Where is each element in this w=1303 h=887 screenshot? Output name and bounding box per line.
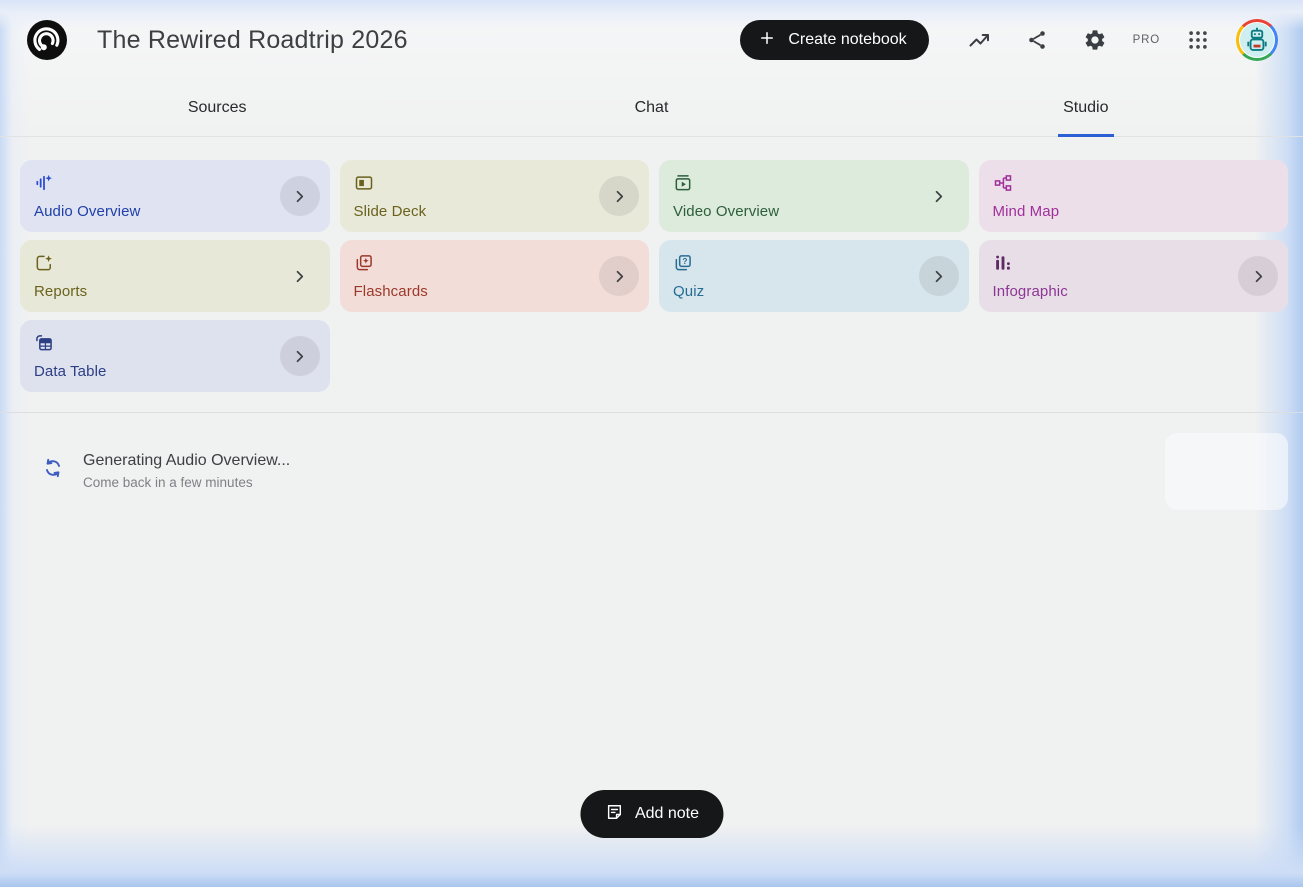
flashcards-icon bbox=[354, 253, 374, 273]
studio-card-reports[interactable]: Reports bbox=[20, 240, 330, 312]
add-note-label: Add note bbox=[634, 805, 700, 822]
open-flashcards-button[interactable] bbox=[599, 256, 639, 296]
tab-studio[interactable]: Studio bbox=[869, 80, 1303, 136]
studio-card-mind-map[interactable]: Mind Map bbox=[978, 160, 1288, 232]
open-infographic-button[interactable] bbox=[1238, 256, 1278, 296]
status-title: Generating Audio Overview... bbox=[83, 452, 291, 469]
studio-card-quiz[interactable]: ? Quiz bbox=[659, 240, 969, 312]
studio-card-data-table[interactable]: Data Table bbox=[20, 320, 330, 392]
share-icon[interactable] bbox=[1017, 20, 1057, 60]
card-label: Video Overview bbox=[673, 203, 780, 220]
note-icon bbox=[604, 802, 624, 827]
notebooklm-logo-icon bbox=[27, 20, 67, 60]
section-divider bbox=[0, 412, 1303, 413]
pro-badge: PRO bbox=[1132, 34, 1160, 46]
slide-deck-icon bbox=[354, 173, 374, 193]
infographic-icon bbox=[993, 253, 1013, 273]
card-label: Slide Deck bbox=[353, 203, 427, 220]
card-label: Reports bbox=[34, 283, 88, 300]
card-label: Data Table bbox=[34, 363, 107, 380]
card-label: Quiz bbox=[673, 283, 705, 300]
studio-card-flashcards[interactable]: Flashcards bbox=[339, 240, 649, 312]
header-actions: Create notebook PRO bbox=[740, 19, 1278, 61]
status-text: Generating Audio Overview... Come back i… bbox=[83, 452, 290, 490]
open-quiz-button[interactable] bbox=[918, 256, 959, 296]
mind-map-icon bbox=[993, 173, 1013, 193]
open-video-overview-button[interactable] bbox=[919, 176, 959, 216]
reports-icon bbox=[34, 253, 54, 273]
studio-card-audio-overview[interactable]: Audio Overview bbox=[20, 160, 330, 232]
panel-tabbar: Sources Chat Studio bbox=[0, 80, 1303, 137]
card-label: Audio Overview bbox=[34, 203, 141, 220]
open-audio-overview-button[interactable] bbox=[279, 176, 320, 216]
studio-card-infographic[interactable]: Infographic bbox=[978, 240, 1288, 312]
ghost-panel bbox=[1165, 433, 1288, 510]
user-avatar[interactable] bbox=[1236, 19, 1278, 61]
tab-chat[interactable]: Chat bbox=[434, 80, 868, 136]
open-reports-button[interactable] bbox=[280, 256, 320, 296]
audio-overview-icon bbox=[34, 173, 54, 193]
data-table-icon bbox=[34, 333, 54, 353]
create-notebook-button[interactable]: Create notebook bbox=[740, 20, 929, 60]
create-notebook-label: Create notebook bbox=[788, 31, 907, 48]
avatar-robot-image bbox=[1239, 22, 1275, 58]
open-slide-deck-button[interactable] bbox=[599, 176, 639, 216]
sync-spinner-icon bbox=[42, 457, 64, 479]
studio-card-grid: Audio Overview Slide Deck Video Overview Mi… bbox=[20, 160, 1288, 392]
add-note-button[interactable]: Add note bbox=[579, 790, 724, 838]
open-data-table-button[interactable] bbox=[279, 336, 320, 376]
settings-gear-icon[interactable] bbox=[1075, 20, 1115, 60]
card-label: Mind Map bbox=[992, 203, 1060, 220]
plus-icon bbox=[758, 29, 776, 52]
notebook-title: The Rewired Roadtrip 2026 bbox=[97, 25, 408, 54]
generation-status: Generating Audio Overview... Come back i… bbox=[42, 452, 1303, 490]
quiz-icon: ? bbox=[673, 253, 693, 273]
studio-card-slide-deck[interactable]: Slide Deck bbox=[339, 160, 649, 232]
analytics-trending-up-icon[interactable] bbox=[959, 20, 999, 60]
apps-grid-icon[interactable] bbox=[1178, 20, 1218, 60]
svg-text:?: ? bbox=[682, 256, 687, 266]
tab-sources[interactable]: Sources bbox=[0, 80, 434, 136]
status-subtitle: Come back in a few minutes bbox=[83, 475, 253, 490]
video-overview-icon bbox=[673, 173, 693, 193]
studio-card-video-overview[interactable]: Video Overview bbox=[659, 160, 969, 232]
app-header: The Rewired Roadtrip 2026 Create noteboo… bbox=[0, 0, 1303, 80]
card-label: Infographic bbox=[992, 283, 1068, 300]
card-label: Flashcards bbox=[353, 283, 428, 300]
